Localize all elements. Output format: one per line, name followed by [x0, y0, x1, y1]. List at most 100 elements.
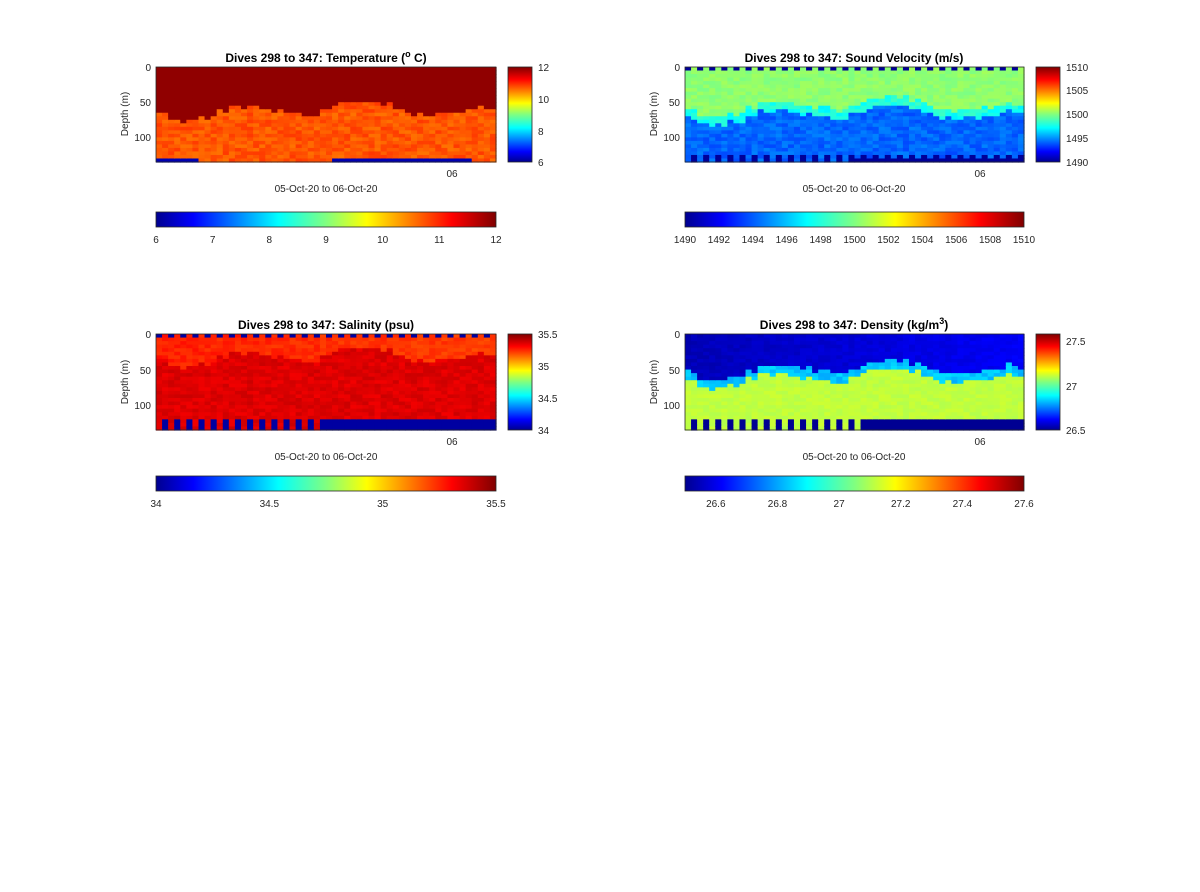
heatmap-cell [951, 102, 959, 107]
heatmap-cell [271, 394, 279, 399]
heatmap-cell [471, 401, 479, 406]
heatmap-cell [192, 369, 200, 374]
hcbar-tick-label: 8 [267, 235, 273, 246]
heatmap-cell [259, 91, 266, 96]
heatmap-cell [338, 390, 345, 396]
heatmap-cell [769, 81, 777, 86]
heatmap-cell [411, 147, 418, 153]
heatmap-cell [332, 358, 339, 364]
heatmap-cell [739, 91, 747, 96]
heatmap-cell [884, 137, 892, 142]
heatmap-cell [277, 67, 285, 72]
heatmap-cell [957, 112, 965, 117]
heatmap-cell [848, 109, 856, 114]
heatmap-cell [374, 426, 382, 431]
heatmap-cell [453, 405, 461, 410]
heatmap-cell [259, 369, 266, 374]
heatmap-cell [685, 119, 692, 124]
heatmap-cell [265, 154, 272, 160]
heatmap-cell [307, 109, 315, 114]
heatmap-cell [247, 415, 254, 420]
heatmap-cell [289, 341, 297, 346]
heatmap-cell [483, 98, 491, 103]
heatmap-cell [392, 369, 400, 374]
heatmap-cell [745, 116, 753, 121]
heatmap-cell [362, 394, 370, 399]
heatmap-cell [222, 116, 230, 121]
heatmap-cell [332, 88, 339, 93]
heatmap-cell [344, 419, 351, 424]
heatmap-cell [739, 412, 747, 417]
heatmap-cell [854, 91, 862, 96]
heatmap-cell [307, 158, 315, 163]
heatmap-cell [763, 341, 771, 346]
heatmap-cell [204, 408, 212, 413]
heatmap-cell [398, 337, 406, 342]
heatmap-cell [259, 105, 266, 110]
heatmap-cell [216, 109, 224, 114]
heatmap-cell [806, 133, 813, 138]
heatmap-cell [350, 151, 357, 156]
heatmap-cell [234, 426, 242, 431]
heatmap-cell [763, 387, 771, 392]
heatmap-cell [489, 390, 497, 396]
heatmap-cell [896, 140, 904, 146]
heatmap-cell [697, 344, 704, 349]
heatmap-cell [465, 154, 473, 160]
heatmap-cell [398, 401, 406, 406]
heatmap-cell [283, 105, 291, 110]
heatmap-cell [356, 144, 364, 149]
heatmap-cell [162, 415, 169, 420]
heatmap-cell [489, 77, 497, 82]
heatmap-cell [447, 426, 455, 431]
heatmap-cell [465, 147, 473, 153]
heatmap-cell [380, 376, 388, 381]
heatmap-cell [180, 373, 187, 378]
heatmap-cell [963, 70, 971, 75]
heatmap-cell [453, 130, 461, 135]
heatmap-cell [975, 105, 983, 110]
heatmap-cell [313, 419, 321, 424]
heatmap-cell [156, 380, 163, 385]
heatmap-cell [781, 116, 789, 121]
heatmap-cell [471, 387, 479, 392]
heatmap-cell [751, 130, 759, 135]
heatmap-cell [685, 98, 692, 103]
heatmap-cell [459, 348, 467, 353]
heatmap-cell [344, 398, 351, 403]
heatmap-cell [763, 130, 771, 135]
heatmap-cell [715, 426, 722, 431]
heatmap-cell [787, 133, 795, 138]
heatmap-cell [313, 140, 321, 146]
heatmap-cell [1005, 84, 1013, 89]
heatmap-cell [447, 415, 455, 420]
heatmap-cell [350, 422, 357, 428]
heatmap-cell [751, 415, 759, 420]
heatmap-cell [951, 70, 959, 75]
heatmap-cell [356, 358, 364, 364]
heatmap-cell [878, 140, 886, 146]
heatmap-cell [319, 341, 327, 346]
heatmap-cell [247, 74, 254, 79]
heatmap-cell [465, 387, 473, 392]
heatmap-cell [289, 426, 297, 431]
heatmap-cell [186, 373, 194, 378]
heatmap-cell [374, 105, 382, 110]
heatmap-cell [192, 158, 200, 163]
heatmap-cell [800, 133, 807, 138]
heatmap-cell [981, 130, 989, 135]
heatmap-cell [1017, 154, 1025, 160]
heatmap-cell [180, 123, 187, 128]
heatmap-cell [435, 390, 442, 396]
heatmap-cell [489, 137, 497, 142]
heatmap-cell [459, 405, 467, 410]
heatmap-cell [168, 405, 175, 410]
heatmap-cell [210, 383, 218, 388]
heatmap-cell [884, 74, 892, 79]
heatmap-cell [222, 95, 230, 100]
heatmap-cell [283, 369, 291, 374]
heatmap-cell [156, 351, 163, 356]
heatmap-cell [727, 358, 735, 364]
heatmap-cell [259, 362, 266, 367]
heatmap-cell [265, 412, 272, 417]
